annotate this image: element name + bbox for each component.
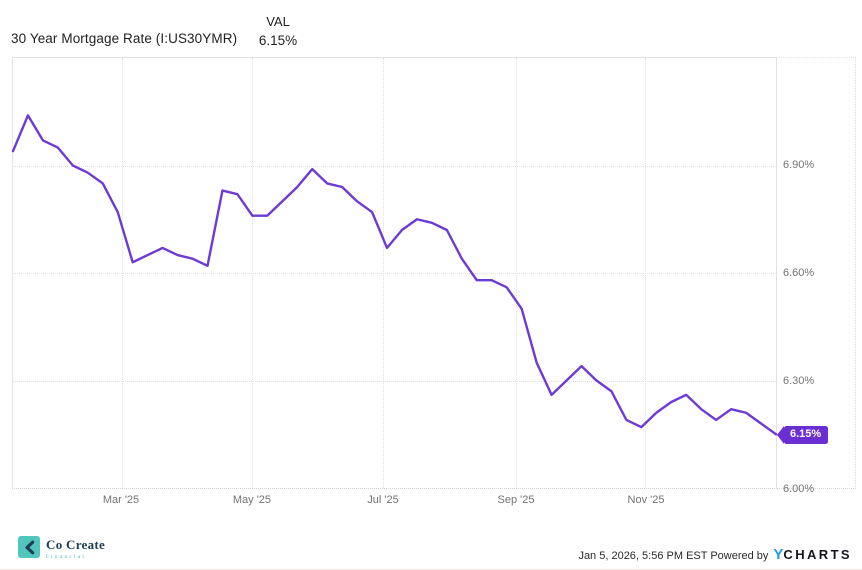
gridline-vertical	[121, 58, 123, 488]
y-tick-label: 6.00%	[783, 482, 815, 495]
x-tick-label: May '25	[232, 494, 272, 506]
gridline-horizontal	[13, 273, 776, 274]
cocreate-logo-icon	[18, 536, 40, 558]
cocreate-glyph-icon	[24, 540, 34, 554]
y-tick-label: 6.30%	[783, 374, 815, 387]
y-tick-label: 6.90%	[783, 158, 815, 171]
x-tick-label: Sep '25	[497, 494, 535, 506]
gridline-vertical	[383, 58, 385, 488]
rate-line[interactable]	[11, 114, 778, 436]
ycharts-charts: CHARTS	[783, 547, 852, 562]
val-column-header: VAL	[266, 14, 290, 29]
gridline-horizontal	[13, 380, 776, 382]
last-value-badge[interactable]: 6.15%	[777, 426, 829, 444]
x-tick-label: Jul '25	[367, 494, 399, 506]
val-column: VAL 6.15%	[248, 14, 308, 48]
cocreate-logo-text: Co Create Financial	[46, 537, 105, 560]
cocreate-subtitle: Financial	[46, 555, 87, 560]
gridline-vertical	[252, 58, 254, 488]
timestamp-text: Jan 5, 2026, 5:56 PM EST Powered by	[578, 550, 769, 562]
plot-area[interactable]	[11, 57, 778, 489]
badge-arrow-icon	[777, 426, 784, 444]
cocreate-name: Co Create	[46, 537, 106, 552]
chart-title: 30 Year Mortgage Rate (I:US30YMR)	[11, 31, 238, 46]
x-tick-label: Mar '25	[102, 494, 140, 506]
ycharts-y: Y	[773, 546, 784, 563]
line-series-svg	[11, 114, 778, 436]
footer-attribution: Jan 5, 2026, 5:56 PM EST Powered by YCHA…	[578, 546, 852, 564]
gridline-vertical	[515, 58, 517, 488]
ycharts-logo[interactable]: YCHARTS	[773, 546, 852, 564]
gridline-vertical	[645, 58, 647, 488]
gridline-horizontal	[13, 165, 776, 167]
x-tick-label: Nov '25	[627, 494, 665, 506]
y-tick-label: 6.60%	[783, 266, 815, 279]
val-current-value: 6.15%	[258, 33, 298, 48]
badge-value: 6.15%	[784, 426, 829, 444]
